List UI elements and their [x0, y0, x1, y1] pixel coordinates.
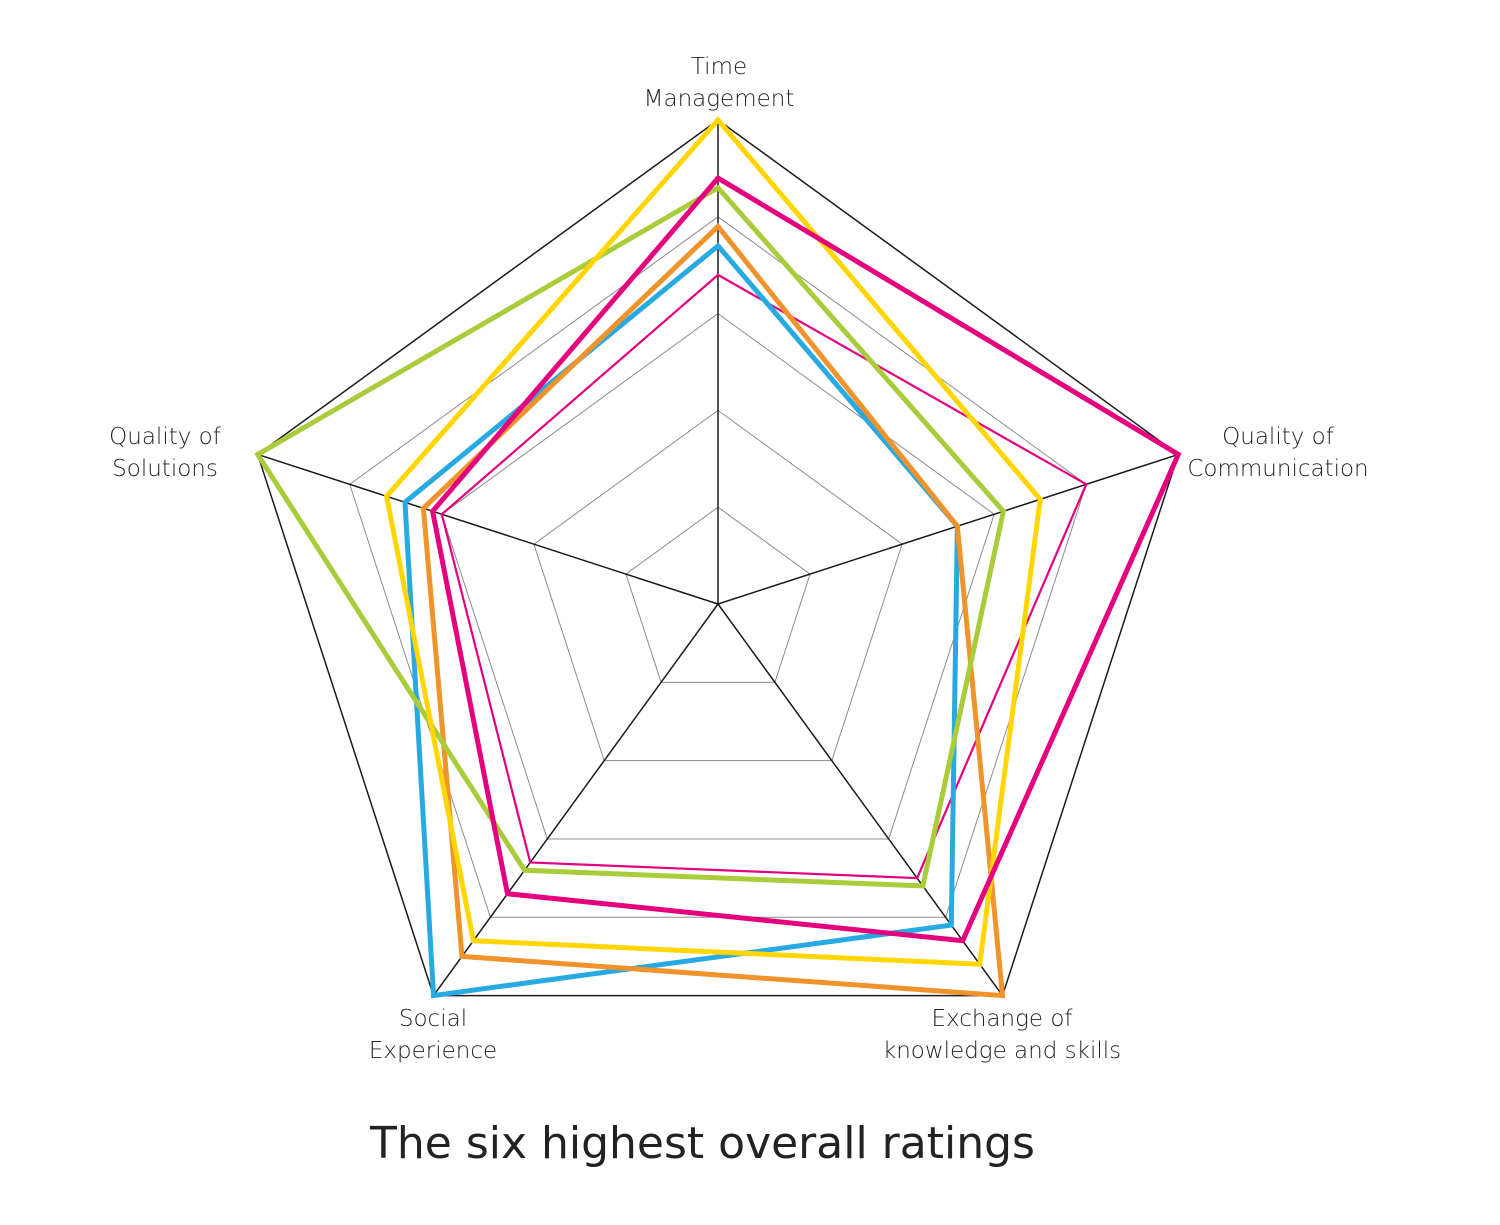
axis-labels: Time Management Quality of Communication Exc…	[109, 54, 1368, 1064]
series-1-line	[440, 273, 1088, 880]
axis-label-solutions: Quality of Solutions	[109, 424, 222, 482]
grid-ring-3	[441, 312, 995, 840]
axis-label-communication-line-1: Quality of	[1222, 424, 1335, 450]
axis-label-solutions-line-2: Solutions	[112, 456, 218, 482]
grid-ring-1	[625, 506, 811, 683]
radar-spokes	[257, 120, 1179, 997]
axis-label-exchange-line-1: Exchange of	[931, 1006, 1073, 1032]
series-5-line	[383, 116, 1043, 967]
grid-ring-5	[256, 119, 1180, 997]
grid-ring-2	[533, 409, 903, 762]
spoke-social	[432, 603, 719, 997]
axis-label-social-line-2: Experience	[369, 1038, 497, 1064]
axis-label-exchange: Exchange of knowledge and skills	[883, 1006, 1121, 1064]
axis-label-exchange-line-2: knowledge and skills	[883, 1038, 1121, 1064]
series-4-line	[254, 184, 1007, 889]
axis-label-communication: Quality of Communication	[1187, 424, 1368, 482]
chart-title: The six highest overall ratings	[369, 1118, 1035, 1169]
axis-label-social: Social Experience	[369, 1006, 497, 1064]
spoke-communication	[717, 453, 1179, 605]
axis-label-time-line-2: Management	[644, 86, 795, 112]
series-6-line	[429, 174, 1182, 944]
axis-label-social-line-1: Social	[399, 1006, 467, 1032]
spoke-exchange	[717, 603, 1004, 997]
radar-series-group	[254, 116, 1182, 999]
axis-label-solutions-line-1: Quality of	[109, 424, 222, 450]
axis-label-time: Time Management	[644, 54, 795, 112]
axis-label-communication-line-2: Communication	[1187, 456, 1368, 482]
spoke-solutions	[257, 453, 719, 605]
axis-label-time-line-1: Time	[691, 54, 747, 80]
